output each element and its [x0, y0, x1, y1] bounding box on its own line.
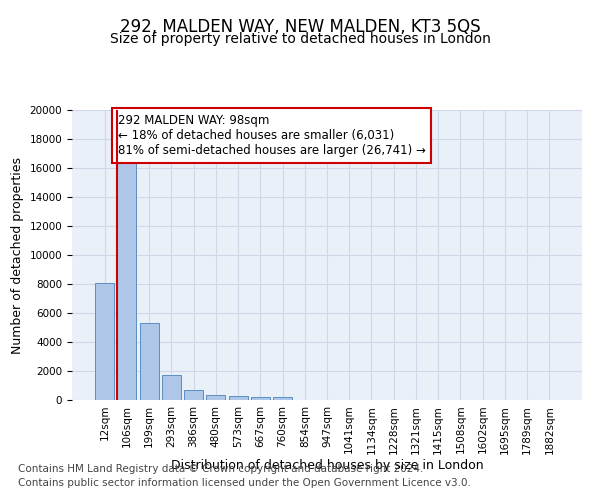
Text: Contains HM Land Registry data © Crown copyright and database right 2024.: Contains HM Land Registry data © Crown c…: [18, 464, 424, 474]
Bar: [251, 396, 270, 400]
Y-axis label: Number of detached properties: Number of detached properties: [11, 156, 24, 354]
Bar: [162, 374, 181, 400]
Text: 292, MALDEN WAY, NEW MALDEN, KT3 5QS: 292, MALDEN WAY, NEW MALDEN, KT3 5QS: [119, 18, 481, 36]
Bar: [273, 397, 292, 400]
Text: Contains public sector information licensed under the Open Government Licence v3: Contains public sector information licen…: [18, 478, 471, 488]
Bar: [229, 396, 248, 400]
X-axis label: Distribution of detached houses by size in London: Distribution of detached houses by size …: [170, 459, 484, 472]
Bar: [140, 323, 158, 400]
Text: Size of property relative to detached houses in London: Size of property relative to detached ho…: [110, 32, 490, 46]
Bar: [184, 390, 203, 400]
Bar: [95, 282, 114, 400]
Text: 292 MALDEN WAY: 98sqm
← 18% of detached houses are smaller (6,031)
81% of semi-d: 292 MALDEN WAY: 98sqm ← 18% of detached …: [118, 114, 425, 158]
Bar: [206, 394, 225, 400]
Bar: [118, 158, 136, 400]
